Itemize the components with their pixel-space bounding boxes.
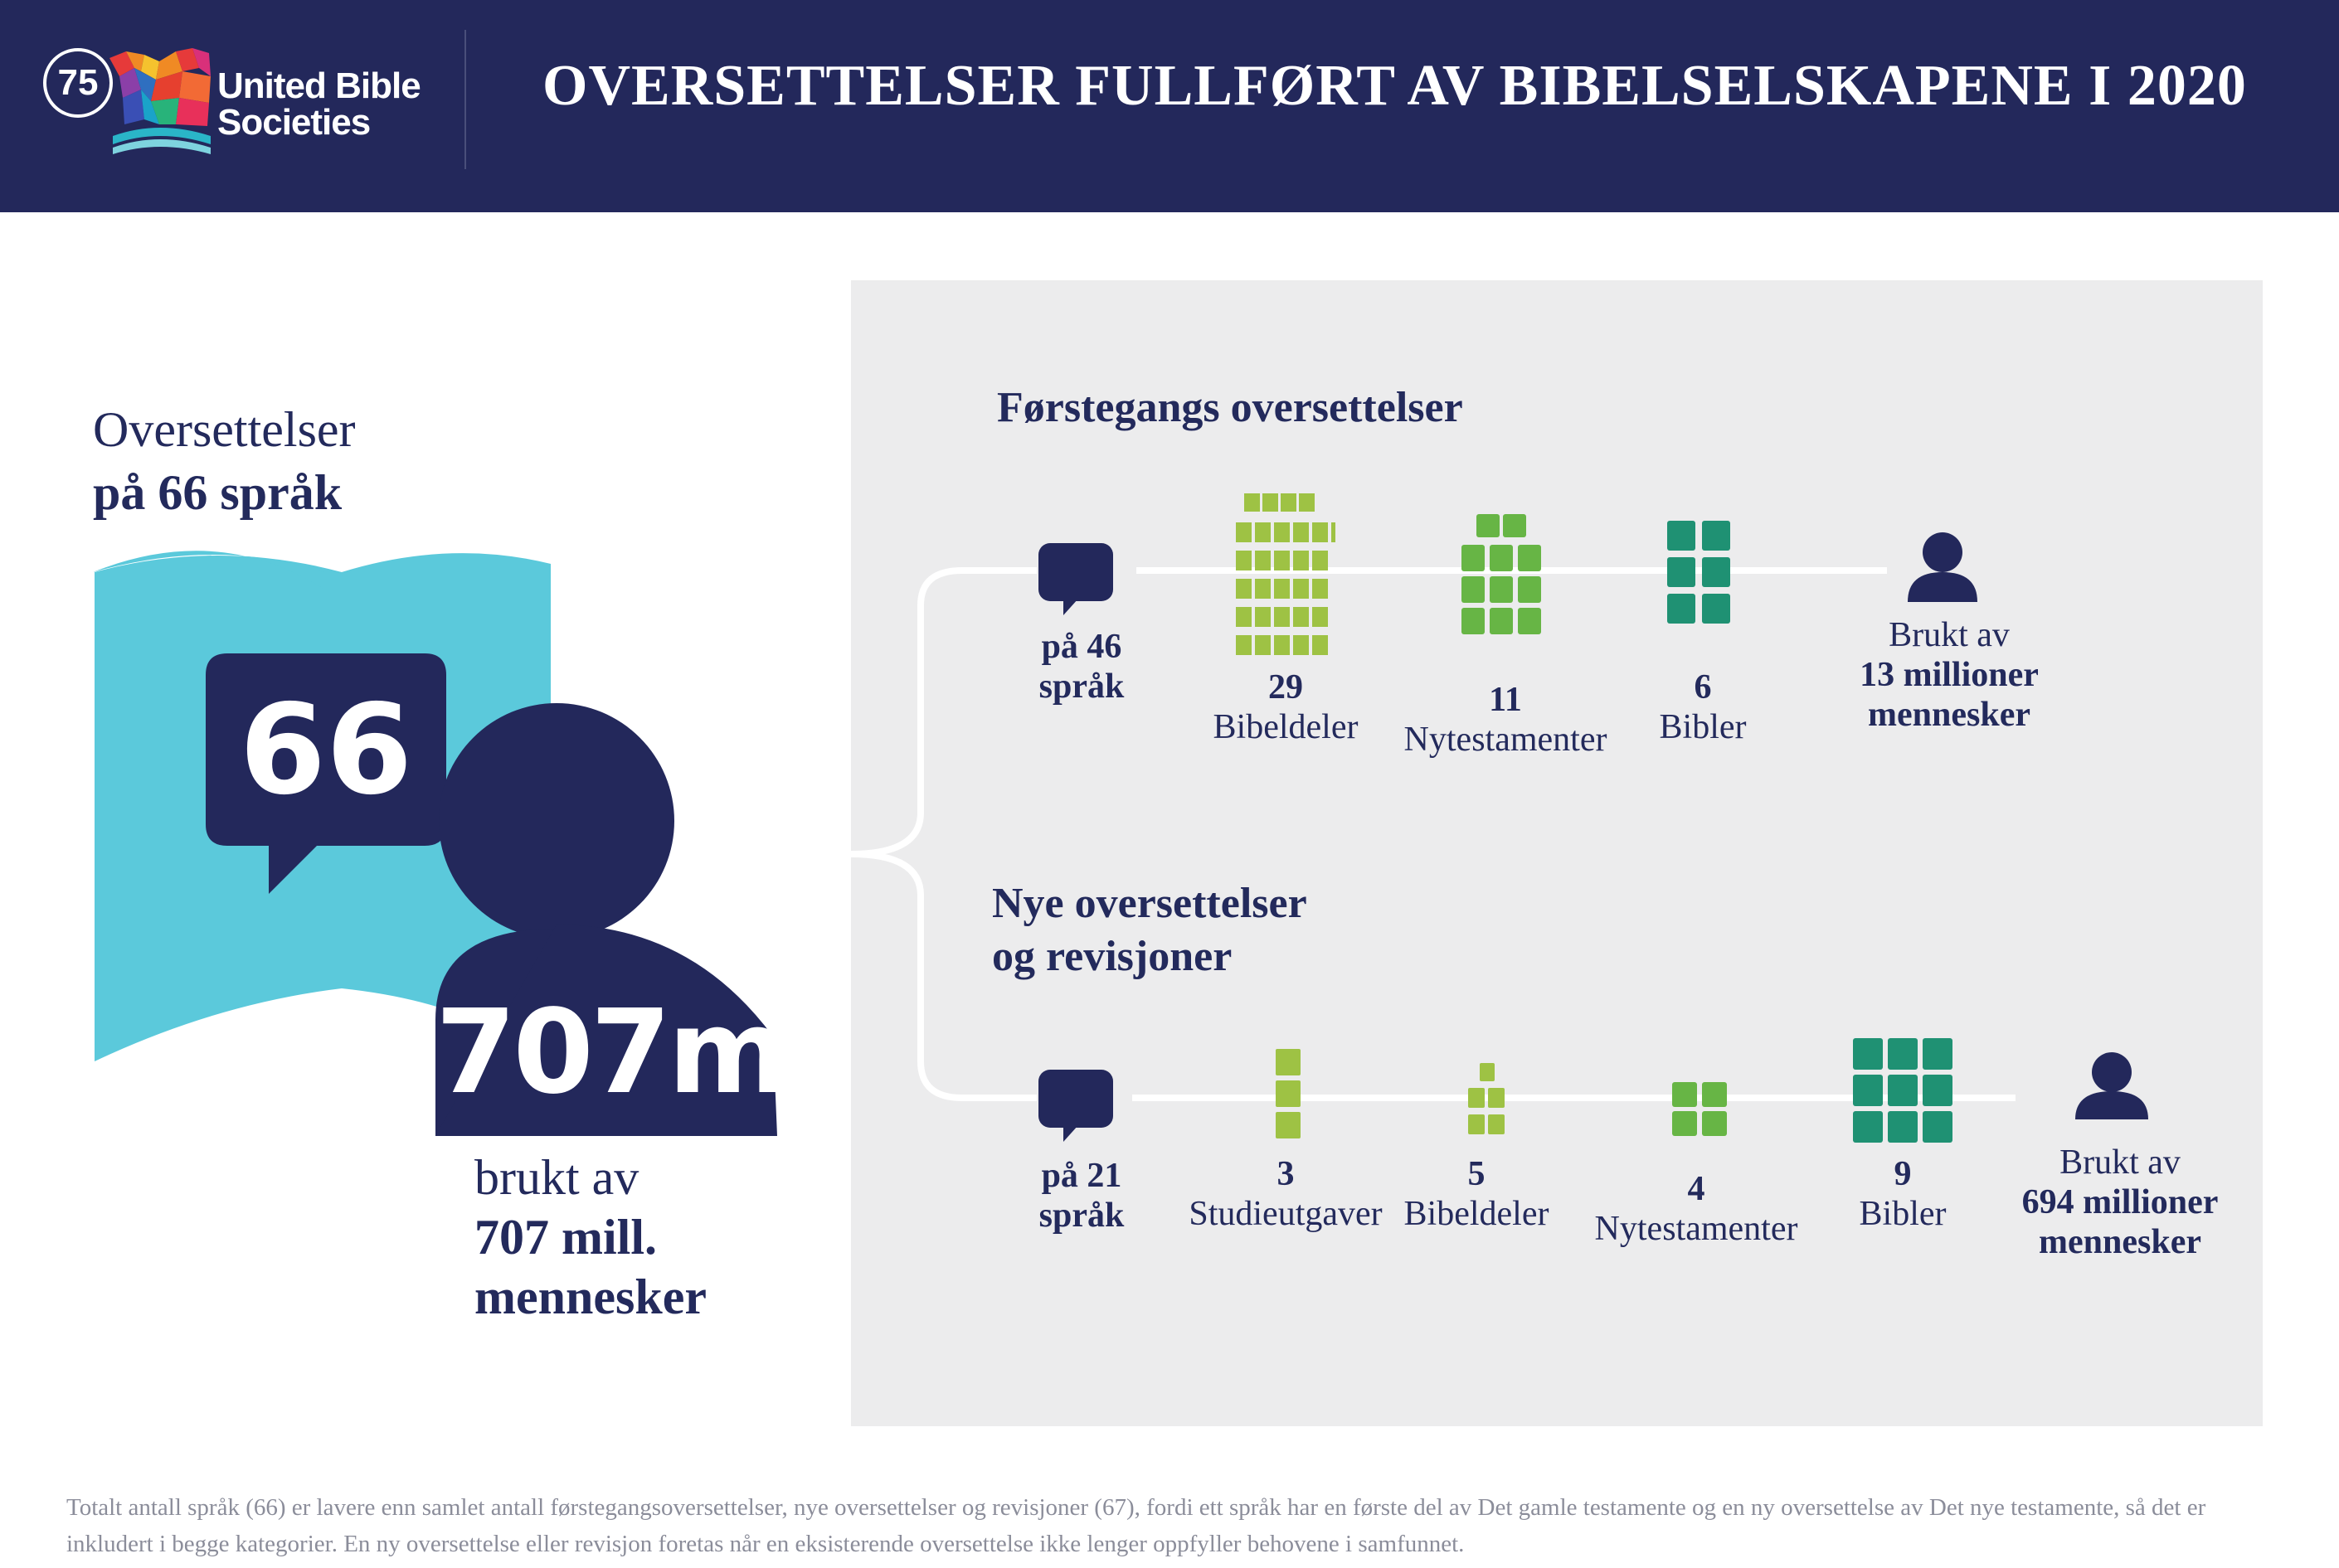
speech-bubble-icon	[206, 653, 446, 894]
new-revisions-reach: Brukt av 694 millioner mennesker	[2021, 1143, 2219, 1261]
languages-stat: 66	[239, 678, 413, 823]
page-title: OVERSETTELSER FULLFØRT AV BIBELSELSKAPEN…	[542, 54, 2247, 118]
person-icon	[435, 703, 777, 1136]
first-time-title: Førstegangs oversettelser	[997, 384, 1463, 431]
first-time-languages: på 46 språk	[1038, 628, 1125, 706]
used-by-amount: 707 mill.	[474, 1210, 657, 1265]
footnote: Totalt antall språk (66) er lavere enn s…	[66, 1494, 2206, 1557]
summary-heading: Oversettelser	[93, 402, 356, 457]
first-time-item: 29 Bibeldeler	[1213, 668, 1359, 746]
new-revisions-languages: på 21 språk	[1038, 1157, 1125, 1235]
new-revisions-title: Nye oversettelser og revisjoner	[992, 880, 1307, 980]
used-by-people: mennesker	[474, 1269, 707, 1324]
first-time-reach: Brukt av 13 millioner mennesker	[1860, 616, 2039, 734]
ubs-logo[interactable]: 75 United Bible Societies	[43, 43, 458, 167]
first-time-item: 6 Bibler	[1659, 668, 1747, 746]
first-time-item: 11 Nytestamenter	[1403, 681, 1607, 759]
summary-languages: på 66 språk	[93, 465, 343, 520]
book-person-graphic	[93, 551, 777, 1136]
logo-text: United Bible Societies	[217, 66, 421, 143]
anniversary-badge: 75	[43, 48, 113, 118]
new-revisions-item: 3 Studieutgaver	[1189, 1155, 1383, 1233]
header-bar: 75 United Bible Societies OVERSETTELSER …	[0, 0, 2339, 212]
new-revisions-item: 9 Bibler	[1859, 1155, 1947, 1233]
new-revisions-item: 4 Nytestamenter	[1594, 1170, 1798, 1248]
logo-book-icon	[109, 48, 211, 154]
breakdown-panel	[851, 280, 2263, 1426]
new-revisions-item: 5 Bibeldeler	[1403, 1155, 1549, 1233]
used-by-label: brukt av	[474, 1150, 639, 1205]
header-divider	[464, 30, 466, 169]
people-stat: 707m	[435, 985, 789, 1120]
